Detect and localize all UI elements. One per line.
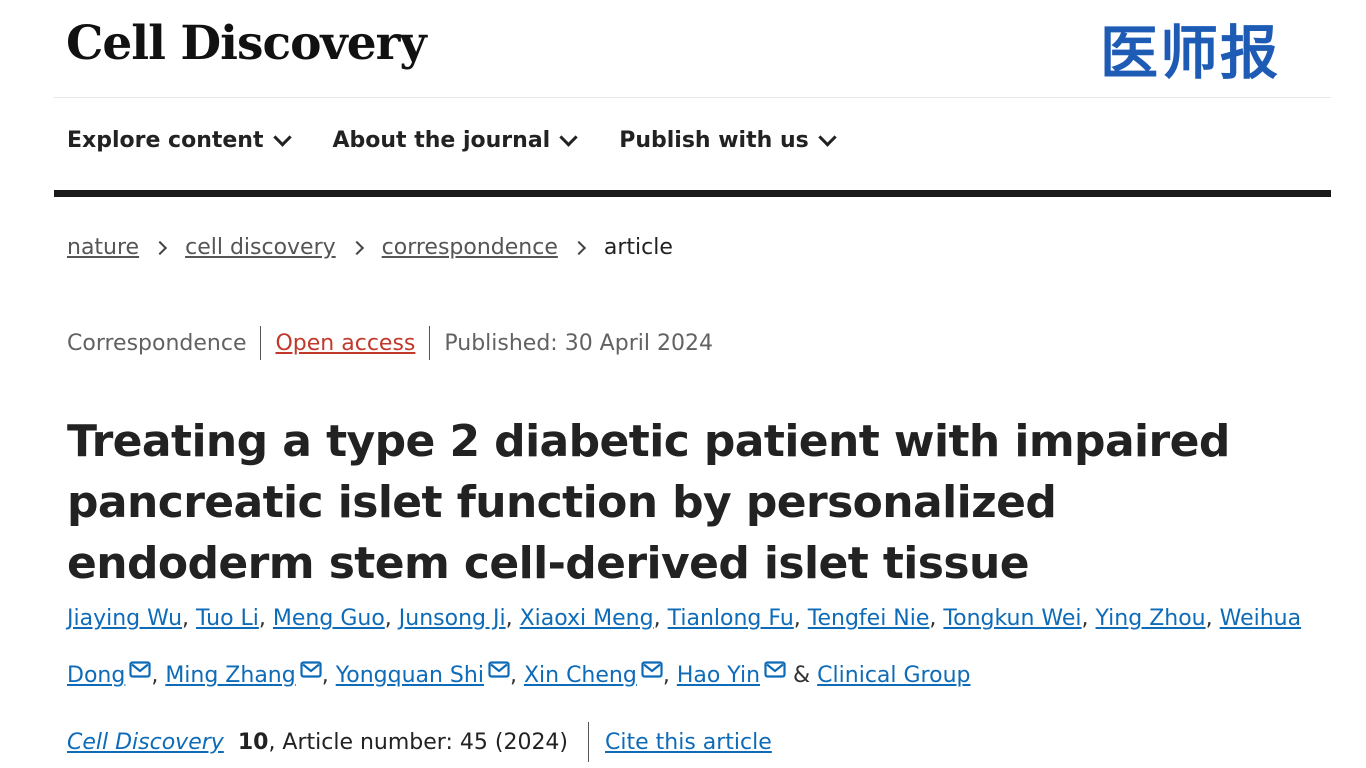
mail-icon[interactable] bbox=[129, 645, 151, 698]
author-joiner: & bbox=[793, 663, 811, 688]
open-access-link[interactable]: Open access bbox=[275, 330, 416, 356]
author-link[interactable]: Weihua Dong bbox=[67, 606, 1302, 688]
article-type: Correspondence bbox=[67, 330, 247, 356]
chevron-right-icon bbox=[571, 240, 586, 255]
article-meta: Correspondence Open access Published: 30… bbox=[67, 326, 713, 360]
author-link[interactable]: Meng Guo bbox=[272, 606, 385, 631]
breadcrumb: nature cell discovery correspondence art… bbox=[67, 235, 673, 260]
meta-divider bbox=[429, 326, 431, 360]
author-link[interactable]: Tengfei Nie bbox=[807, 606, 930, 631]
nav-item-label: About the journal bbox=[332, 128, 551, 153]
breadcrumb-nature[interactable]: nature bbox=[67, 235, 140, 260]
author-group-link[interactable]: Clinical Group bbox=[817, 663, 971, 688]
breadcrumb-cell-discovery[interactable]: cell discovery bbox=[185, 235, 336, 260]
author-link[interactable]: Tianlong Fu bbox=[667, 606, 794, 631]
main-nav: Explore content About the journal Publis… bbox=[67, 128, 837, 153]
mail-icon[interactable] bbox=[764, 645, 786, 698]
chevron-down-icon bbox=[818, 128, 837, 147]
breadcrumb-current: article bbox=[603, 235, 673, 260]
chevron-down-icon bbox=[272, 128, 292, 147]
breadcrumb-correspondence[interactable]: correspondence bbox=[381, 235, 558, 260]
site-header: Cell Discovery 医师报 bbox=[0, 0, 1366, 97]
author-link[interactable]: Ming Zhang bbox=[165, 663, 296, 688]
author-link[interactable]: Yongquan Shi bbox=[335, 663, 484, 688]
author-link[interactable]: Xiaoxi Meng bbox=[519, 606, 654, 631]
author-link[interactable]: Junsong Ji bbox=[398, 606, 506, 631]
header-divider bbox=[54, 97, 1331, 98]
mail-icon[interactable] bbox=[641, 645, 663, 698]
nav-item-label: Publish with us bbox=[619, 128, 809, 153]
chevron-right-icon bbox=[153, 240, 168, 255]
citation-line: Cell Discovery 10 , Article number: 45 (… bbox=[67, 722, 772, 762]
chevron-down-icon bbox=[559, 128, 578, 147]
nav-item-label: Explore content bbox=[67, 128, 264, 153]
watermark-logo: 医师报 bbox=[1100, 19, 1281, 87]
citation-divider bbox=[588, 722, 590, 762]
article-number: , Article number: 45 (2024) bbox=[268, 729, 569, 755]
published-date: Published: 30 April 2024 bbox=[444, 330, 713, 356]
article-title: Treating a type 2 diabetic patient with … bbox=[67, 416, 1230, 590]
chevron-right-icon bbox=[349, 240, 364, 255]
mail-icon[interactable] bbox=[488, 645, 510, 698]
author-link[interactable]: Xin Cheng bbox=[523, 663, 637, 688]
journal-logo[interactable]: Cell Discovery bbox=[66, 16, 427, 71]
meta-divider bbox=[260, 326, 262, 360]
mail-icon[interactable] bbox=[300, 645, 322, 698]
nav-divider bbox=[54, 190, 1331, 197]
author-link[interactable]: Tuo Li bbox=[196, 606, 259, 631]
author-link[interactable]: Ying Zhou bbox=[1095, 606, 1206, 631]
author-link[interactable]: Tongkun Wei bbox=[943, 606, 1082, 631]
nav-explore-content[interactable]: Explore content bbox=[67, 128, 292, 153]
cite-this-article-link[interactable]: Cite this article bbox=[605, 729, 772, 755]
journal-link[interactable]: Cell Discovery bbox=[67, 729, 224, 755]
nav-publish-with-us[interactable]: Publish with us bbox=[619, 128, 837, 153]
author-link[interactable]: Jiaying Wu bbox=[67, 606, 183, 631]
author-list: Jiaying Wu, Tuo Li, Meng Guo, Junsong Ji… bbox=[67, 592, 1337, 702]
author-link[interactable]: Hao Yin bbox=[676, 663, 761, 688]
nav-about-journal[interactable]: About the journal bbox=[332, 128, 578, 153]
volume: 10 bbox=[237, 729, 269, 755]
